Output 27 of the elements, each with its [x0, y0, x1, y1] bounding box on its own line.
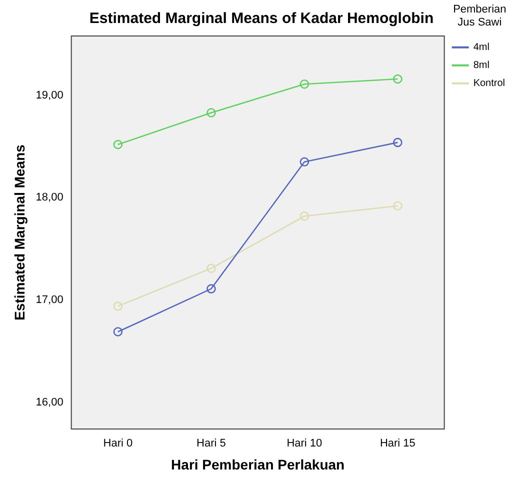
chart-title: Estimated Marginal Means of Kadar Hemoglobin [89, 10, 434, 28]
legend-label: 4ml [473, 42, 490, 54]
x-tick-label: Hari 10 [286, 438, 322, 450]
x-tick-label: Hari 5 [196, 438, 226, 450]
point [113, 140, 123, 150]
y-tick-label: 16,00 [36, 396, 64, 408]
point [300, 79, 310, 89]
legend-title: Pemberian Jus Sawi [453, 4, 506, 29]
x-axis-title: Hari Pemberian Perlakuan [171, 456, 345, 472]
legend-label: Kontrol [473, 78, 506, 90]
point [206, 108, 216, 118]
y-tick-label: 18,00 [36, 192, 64, 204]
point [300, 157, 310, 167]
point [113, 327, 123, 336]
point [206, 264, 216, 273]
point [393, 201, 402, 211]
y-tick-label: 19,00 [36, 89, 64, 102]
y-axis-title: Estimated Marginal Means [11, 144, 28, 320]
point [113, 302, 123, 311]
y-tick-label: 17,00 [36, 294, 64, 306]
point [206, 284, 216, 294]
legend-label: 8ml [473, 60, 490, 72]
point [393, 138, 402, 148]
x-tick-label: Hari 0 [103, 438, 133, 450]
point [393, 74, 402, 84]
point [300, 211, 310, 221]
x-tick-label: Hari 15 [380, 438, 416, 450]
